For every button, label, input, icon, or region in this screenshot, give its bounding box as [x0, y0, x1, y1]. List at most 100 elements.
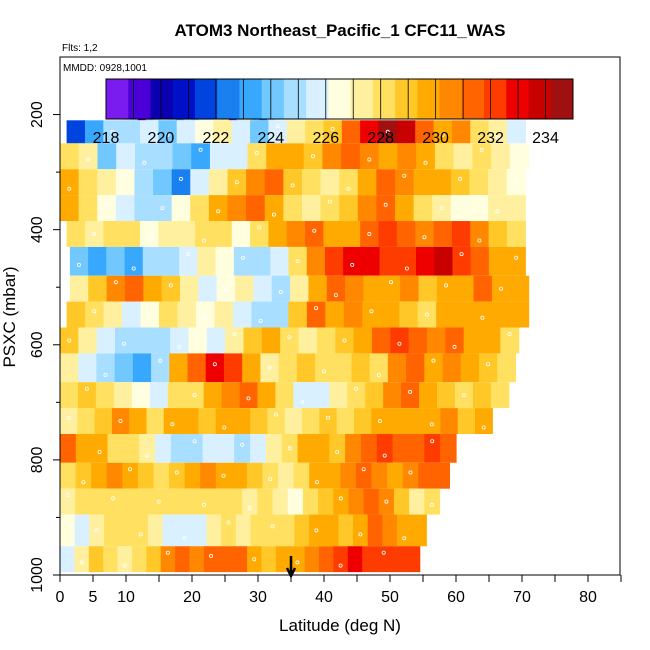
- heatmap-cell: [454, 301, 474, 328]
- heatmap-cell: [176, 120, 196, 144]
- heatmap-cell: [416, 246, 435, 276]
- heatmap-cell: [269, 301, 289, 328]
- heatmap-cell: [142, 246, 162, 276]
- y-tick-label: 600: [29, 331, 46, 358]
- heatmap-cell: [397, 143, 417, 170]
- sample-point: [66, 415, 71, 420]
- heatmap-cell: [103, 546, 119, 573]
- heatmap-cell: [250, 433, 267, 463]
- colorbar-swatch: [350, 79, 374, 119]
- heatmap-cell: [198, 408, 217, 434]
- heatmap-cell: [151, 353, 170, 383]
- heatmap-cell: [191, 143, 211, 170]
- heatmap-cell: [218, 433, 235, 463]
- heatmap-cell: [75, 462, 92, 489]
- sample-point: [160, 206, 165, 211]
- heatmap-cell: [323, 120, 343, 144]
- heatmap-cell: [388, 408, 407, 434]
- heatmap-cell: [117, 546, 133, 573]
- sample-point: [220, 135, 225, 140]
- heatmap-cell: [111, 408, 130, 434]
- heatmap-cell: [95, 382, 115, 409]
- heatmap-cell: [418, 462, 435, 489]
- heatmap-cell: [121, 120, 141, 144]
- heatmap-cell: [339, 169, 359, 196]
- heatmap-cell: [118, 514, 134, 547]
- sample-point: [369, 309, 374, 314]
- heatmap-cell: [129, 408, 148, 434]
- heatmap-cell: [341, 120, 361, 144]
- heatmap-cell: [324, 462, 341, 489]
- sample-point: [327, 199, 332, 204]
- sample-point: [408, 389, 413, 394]
- sample-point: [477, 238, 482, 243]
- heatmap-cell: [246, 462, 264, 489]
- sample-point: [514, 180, 519, 185]
- colorbar-tick-labels: 218 220 222 224 226 228 230 232 234: [93, 130, 559, 147]
- sample-point: [429, 422, 434, 427]
- heatmap-cell: [187, 353, 207, 383]
- heatmap-cell: [213, 221, 233, 247]
- sample-point: [156, 499, 161, 504]
- sample-point: [335, 449, 340, 454]
- sample-point: [209, 553, 214, 558]
- colorbar-swatch: [328, 79, 352, 119]
- heatmap-cell: [326, 275, 346, 302]
- heatmap-cell: [246, 169, 266, 196]
- y-tick-label: 800: [29, 446, 46, 473]
- sample-point: [439, 206, 444, 211]
- heatmap-cell: [419, 382, 438, 409]
- colorbar-swatch: [461, 79, 485, 119]
- heatmap-cell: [488, 246, 508, 276]
- heatmap-cell: [293, 462, 310, 489]
- heatmap-cell: [436, 382, 456, 409]
- heatmap-cell: [355, 462, 373, 489]
- heatmap-cell: [450, 195, 471, 222]
- sample-point: [202, 502, 207, 507]
- heatmap-cell: [323, 221, 343, 247]
- heatmap-cell: [380, 301, 400, 328]
- heatmap-cell: [278, 353, 298, 383]
- heatmap-cell: [243, 327, 263, 354]
- sample-point: [232, 331, 237, 336]
- sample-point: [81, 480, 86, 485]
- heatmap-cell: [171, 195, 191, 222]
- heatmap-cell: [74, 514, 90, 547]
- heatmap-cell: [131, 546, 147, 573]
- sample-point: [376, 372, 381, 377]
- sample-point: [182, 536, 187, 541]
- heatmap-cell: [97, 143, 117, 170]
- heatmap-cell: [231, 462, 248, 489]
- sample-point: [234, 180, 239, 185]
- x-tick-label: 70: [513, 589, 531, 606]
- sample-point: [397, 341, 402, 346]
- heatmap-cell: [60, 408, 78, 434]
- heatmap-cell: [75, 433, 93, 463]
- sample-point: [168, 283, 173, 288]
- sample-point: [481, 425, 486, 430]
- heatmap-cell: [160, 246, 180, 276]
- sample-point: [258, 318, 263, 323]
- heatmap-cell: [167, 382, 187, 409]
- colorbar-swatch: [484, 79, 507, 119]
- heatmap-cell: [360, 120, 380, 144]
- sample-point: [252, 557, 257, 562]
- heatmap-cell: [153, 195, 173, 222]
- heatmap-cell: [378, 120, 398, 144]
- sample-point: [94, 528, 99, 533]
- heatmap-cell: [169, 462, 186, 489]
- sample-point: [240, 442, 245, 447]
- heatmap-cell: [60, 546, 75, 573]
- heatmap-cell: [393, 488, 410, 515]
- heatmap-cell: [74, 546, 90, 573]
- heatmap-cell: [163, 408, 182, 434]
- heatmap-cell: [322, 143, 342, 170]
- heatmap-cell: [266, 143, 286, 170]
- sample-point: [461, 393, 466, 398]
- heatmap-cell: [413, 169, 433, 196]
- heatmap-cell: [415, 120, 435, 144]
- sample-point: [381, 550, 386, 555]
- sample-point: [322, 369, 327, 374]
- heatmap-cell: [214, 301, 234, 328]
- heatmap-cell: [376, 433, 394, 463]
